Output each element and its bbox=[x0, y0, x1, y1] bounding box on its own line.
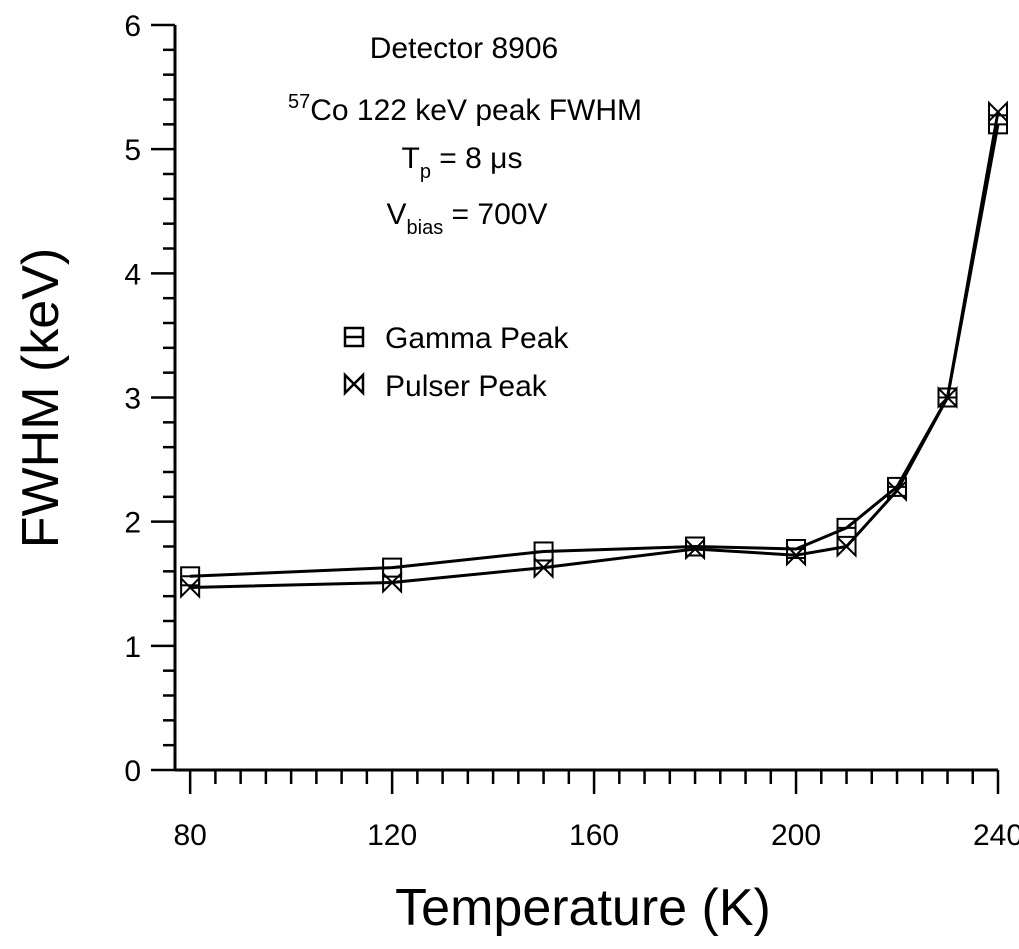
pulser-peak-point bbox=[533, 556, 554, 580]
gamma-peak-point bbox=[685, 536, 706, 557]
y-tick-label: 6 bbox=[124, 10, 141, 43]
marker-bowtie bbox=[887, 479, 908, 503]
marker-bowtie bbox=[786, 543, 807, 567]
pulser-peak-point bbox=[180, 576, 201, 599]
marker-bowtie bbox=[937, 386, 958, 409]
x-tick-label: 80 bbox=[173, 819, 206, 852]
axes bbox=[173, 25, 998, 772]
annotation: Detector 8906 57Co 122 keV peak FWHM Tp … bbox=[288, 32, 642, 239]
x-tick-label: 240 bbox=[973, 819, 1019, 852]
annotation-peaking-time: Tp = 8 μs bbox=[402, 142, 523, 183]
annotation-bias: Vbias = 700V bbox=[387, 198, 548, 239]
y-tick-label: 0 bbox=[124, 755, 141, 788]
pulser-peak-point bbox=[382, 571, 403, 594]
y-tick-label: 4 bbox=[124, 258, 141, 291]
y-tick-label: 1 bbox=[124, 631, 141, 664]
pulser-peak-point bbox=[887, 479, 908, 503]
pulser-peak-point bbox=[988, 100, 1008, 124]
x-tick-label: 120 bbox=[367, 819, 417, 852]
y-axis-label: FWHM (keV) bbox=[12, 248, 70, 548]
series-layer bbox=[180, 100, 1008, 599]
gamma-peak-point bbox=[180, 566, 201, 587]
y-axis-ticks: 0 1 2 3 4 5 6 bbox=[124, 10, 175, 788]
annotation-tp-sub: p bbox=[420, 161, 431, 183]
y-tick-label: 5 bbox=[124, 134, 141, 167]
marker-bowtie bbox=[180, 576, 201, 599]
annotation-tp-rest: = 8 μs bbox=[431, 142, 523, 175]
marker-bowtie bbox=[533, 556, 554, 580]
legend-gamma-marker bbox=[343, 326, 365, 348]
annotation-source-sup: 57 bbox=[288, 91, 310, 113]
y-tick-label: 2 bbox=[124, 507, 141, 540]
legend-gamma-label: Gamma Peak bbox=[385, 322, 569, 355]
x-axis-ticks: 80 120 160 200 240 bbox=[173, 770, 1019, 852]
pulser-peak-point bbox=[836, 535, 857, 558]
x-tick-label: 200 bbox=[771, 819, 821, 852]
marker-bowtie bbox=[836, 535, 857, 558]
annotation-source: 57Co 122 keV peak FWHM bbox=[288, 91, 642, 127]
annotation-vbias-main: V bbox=[387, 198, 407, 231]
annotation-vbias-rest: = 700V bbox=[443, 198, 547, 231]
y-tick-label: 3 bbox=[124, 383, 141, 416]
pulser-peak-point bbox=[937, 386, 958, 409]
marker-bowtie bbox=[685, 537, 706, 561]
legend-pulser-label: Pulser Peak bbox=[385, 370, 548, 403]
annotation-tp-main: T bbox=[402, 142, 420, 175]
x-tick-label: 160 bbox=[569, 819, 619, 852]
annotation-source-text: Co 122 keV peak FWHM bbox=[310, 94, 642, 127]
annotation-vbias-sub: bias bbox=[407, 217, 444, 239]
annotation-detector: Detector 8906 bbox=[370, 32, 558, 65]
pulser-peak-point bbox=[685, 537, 706, 561]
gamma-peak-point bbox=[382, 557, 403, 578]
gamma-peak-line bbox=[190, 124, 1000, 578]
marker-bowtie bbox=[382, 571, 403, 594]
legend: Gamma Peak Pulser Peak bbox=[343, 322, 569, 403]
legend-pulser-marker bbox=[343, 371, 365, 397]
gamma-peak-point bbox=[836, 517, 857, 538]
gamma-peak-point bbox=[533, 541, 554, 562]
marker-bowtie bbox=[988, 100, 1008, 124]
pulser-peak-point bbox=[786, 543, 807, 567]
pulser-peak-line bbox=[190, 111, 1000, 589]
x-axis-label: Temperature (K) bbox=[395, 879, 771, 937]
